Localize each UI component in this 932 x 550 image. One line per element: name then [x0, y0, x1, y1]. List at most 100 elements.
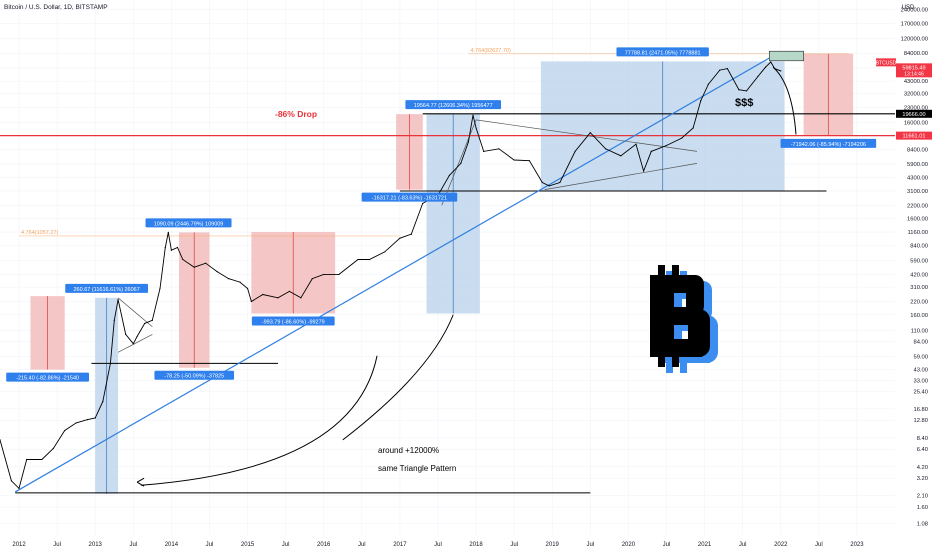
y-tick-label: 43.00 — [913, 368, 928, 374]
price-point — [483, 150, 485, 152]
price-point — [262, 293, 264, 296]
x-tick-label: Jul — [206, 542, 214, 548]
price-point — [604, 148, 607, 150]
price-point — [0, 439, 1, 441]
price-point — [650, 150, 652, 152]
price-point — [86, 418, 89, 421]
price-point — [216, 270, 218, 273]
x-tick-label: 2019 — [546, 542, 560, 548]
y-tick-label: 5900.00 — [907, 162, 928, 168]
price-point — [620, 155, 622, 157]
y-tick-label: 8.40 — [917, 436, 928, 442]
x-tick-label: Jul — [282, 542, 290, 548]
x-tick-label: Jul — [663, 542, 671, 548]
y-tick-label: 6.40 — [917, 447, 928, 453]
trend-lines — [0, 50, 895, 494]
price-point — [125, 333, 127, 335]
y-tick-label: 84000.00 — [904, 51, 928, 57]
price-tag-bg — [896, 109, 932, 118]
y-tick-label: 2.10 — [917, 494, 928, 500]
price-point — [277, 297, 279, 299]
measure-label: 77788.81 (2471.05%) 7778881 — [625, 50, 701, 56]
y-tick-label: 590.00 — [910, 258, 928, 264]
measure-label: -16317.21 (-83.63%) -1631721 — [372, 196, 447, 202]
projection-arrow — [772, 66, 797, 135]
x-tick-label: Jul — [434, 542, 442, 548]
price-point — [64, 429, 66, 432]
x-tick-label: 2023 — [850, 542, 864, 548]
x-tick-label: 2018 — [469, 542, 483, 548]
curved-arrow-back — [140, 355, 378, 486]
y-tick-label: 3.20 — [917, 476, 928, 482]
price-point — [770, 61, 772, 63]
price-point — [635, 143, 637, 145]
price-tag-time: 13:14:46 — [904, 71, 924, 77]
price-point — [559, 181, 561, 184]
x-tick-label: 2017 — [393, 542, 407, 548]
y-tick-label: 59.00 — [913, 354, 928, 360]
price-point — [357, 258, 359, 261]
y-tick-label: 220.00 — [910, 299, 928, 305]
price-point — [738, 89, 740, 91]
y-tick-label: 1.60 — [917, 505, 928, 511]
triangle-top — [117, 297, 153, 328]
price-point — [528, 160, 530, 162]
x-tick-label: Jul — [586, 542, 594, 548]
y-tick-label: 8400.00 — [907, 147, 928, 153]
y-tick-label: 1.08 — [917, 521, 928, 527]
y-tick-label: 23000.00 — [904, 105, 928, 111]
measure-label: -993.79 (-86.60%) -99279 — [262, 319, 325, 325]
x-tick-label: 2014 — [165, 542, 179, 548]
y-tick-label: 1160.00 — [907, 230, 928, 236]
price-point — [681, 137, 683, 139]
gain-annotation: around +12000% — [378, 446, 439, 455]
x-tick-label: Jul — [739, 542, 747, 548]
y-tick-label: 2200.00 — [907, 203, 928, 209]
y-tick-label: 170000.00 — [901, 22, 928, 28]
x-tick-label: Jul — [815, 542, 823, 548]
price-point — [745, 90, 748, 92]
price-point — [10, 480, 13, 482]
price-point — [205, 262, 207, 264]
x-tick-label: Jul — [510, 542, 518, 548]
price-point — [239, 281, 241, 283]
price-point — [707, 83, 709, 85]
y-tick-label: 32000.00 — [904, 91, 928, 97]
price-point — [764, 66, 767, 68]
price-point — [227, 278, 230, 280]
price-point — [75, 422, 77, 424]
price-point — [472, 114, 474, 116]
x-tick-label: 2013 — [89, 542, 103, 548]
drop-annotation: -86% Drop — [275, 109, 317, 119]
y-tick-label: 1600.00 — [907, 217, 928, 223]
price-point — [460, 162, 462, 164]
y-tick-label: 120000.00 — [901, 36, 928, 42]
price-point — [151, 319, 153, 321]
price-tag-label: 11661.01 — [903, 134, 926, 140]
measure-label: 19564.77 (12606.34%) 1956477 — [414, 103, 493, 109]
price-point — [288, 290, 291, 292]
price-point — [109, 362, 112, 364]
symbol-tag: BTCUSD — [876, 60, 897, 66]
price-point — [422, 202, 424, 205]
x-tick-label: Jul — [129, 542, 137, 548]
x-tick-label: 2012 — [12, 542, 26, 548]
price-point — [338, 273, 340, 276]
price-point — [52, 447, 54, 450]
arrow-head — [136, 477, 145, 487]
log-trend-line — [14, 53, 778, 493]
price-point — [368, 258, 371, 261]
y-tick-label: 4.20 — [917, 465, 928, 471]
price-point — [164, 246, 166, 249]
price-point — [384, 251, 386, 253]
price-point — [132, 343, 134, 345]
x-tick-label: 2020 — [622, 542, 636, 548]
price-point — [780, 70, 782, 72]
price-point — [757, 75, 759, 78]
price-axis: USD 1.08 1.60 2.10 3.20 4.20 6.40 8.40 12.80 16.8… — [901, 5, 928, 527]
annotation-labels: -215.40 (-82.86%) -21540 260.67 (11616.61… — [6, 47, 877, 473]
price-point — [159, 287, 161, 290]
price-point — [170, 249, 172, 251]
y-tick-label: 310.00 — [910, 285, 928, 291]
